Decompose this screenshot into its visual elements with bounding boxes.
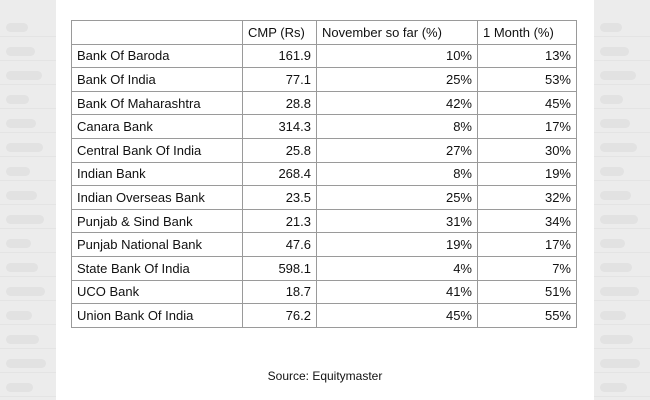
bank-name-cell: Indian Bank <box>71 161 243 187</box>
november-cell: 19% <box>316 232 478 257</box>
november-cell: 41% <box>316 279 478 305</box>
one-month-cell: 17% <box>477 114 577 139</box>
table-row: Punjab & Sind Bank 21.3 31% 34% <box>71 208 577 234</box>
table-row: Bank Of India 77.1 25% 53% <box>71 67 577 92</box>
bank-name-cell: Punjab & Sind Bank <box>71 208 243 234</box>
november-cell: 8% <box>316 161 478 187</box>
cmp-cell: 314.3 <box>242 114 317 139</box>
cmp-cell: 21.3 <box>242 208 317 234</box>
cmp-cell: 77.1 <box>242 67 317 92</box>
cmp-cell: 598.1 <box>242 255 317 281</box>
one-month-cell: 32% <box>477 185 577 210</box>
bank-name-cell: Bank Of India <box>71 67 243 92</box>
cmp-cell: 76.2 <box>242 303 317 328</box>
document-sheet: CMP (Rs) November so far (%) 1 Month (%)… <box>56 0 594 400</box>
one-month-cell: 55% <box>477 303 577 328</box>
bank-name-cell: Canara Bank <box>71 114 243 139</box>
table-row: Union Bank Of India 76.2 45% 55% <box>71 303 577 328</box>
cmp-cell: 18.7 <box>242 279 317 305</box>
cmp-cell: 28.8 <box>242 90 317 116</box>
cmp-cell: 47.6 <box>242 232 317 257</box>
november-cell: 27% <box>316 137 478 163</box>
november-cell: 4% <box>316 255 478 281</box>
table-row: Canara Bank 314.3 8% 17% <box>71 114 577 139</box>
table-row: Indian Overseas Bank 23.5 25% 32% <box>71 185 577 210</box>
cmp-cell: 268.4 <box>242 161 317 187</box>
table-row: Indian Bank 268.4 8% 19% <box>71 161 577 187</box>
bank-name-cell: State Bank Of India <box>71 255 243 281</box>
one-month-cell: 7% <box>477 255 577 281</box>
source-caption: Source: Equitymaster <box>267 369 383 383</box>
header-one-month: 1 Month (%) <box>477 20 577 45</box>
cmp-cell: 161.9 <box>242 43 317 69</box>
one-month-cell: 34% <box>477 208 577 234</box>
bank-name-cell: Union Bank Of India <box>71 303 243 328</box>
one-month-cell: 45% <box>477 90 577 116</box>
one-month-cell: 53% <box>477 67 577 92</box>
bank-name-cell: Bank Of Baroda <box>71 43 243 69</box>
header-cmp: CMP (Rs) <box>242 20 317 45</box>
november-cell: 25% <box>316 67 478 92</box>
bank-name-cell: Indian Overseas Bank <box>71 185 243 210</box>
cmp-cell: 23.5 <box>242 185 317 210</box>
november-cell: 25% <box>316 185 478 210</box>
bank-name-cell: Bank Of Maharashtra <box>71 90 243 116</box>
one-month-cell: 13% <box>477 43 577 69</box>
one-month-cell: 51% <box>477 279 577 305</box>
header-bank-name <box>71 20 243 45</box>
table-row: Bank Of Maharashtra 28.8 42% 45% <box>71 90 577 116</box>
table-row: State Bank Of India 598.1 4% 7% <box>71 255 577 281</box>
one-month-cell: 17% <box>477 232 577 257</box>
table-row: Bank Of Baroda 161.9 10% 13% <box>71 43 577 69</box>
blurred-left-margin <box>0 0 56 400</box>
header-november: November so far (%) <box>316 20 478 45</box>
bank-name-cell: Central Bank Of India <box>71 137 243 163</box>
bank-name-cell: UCO Bank <box>71 279 243 305</box>
bank-returns-table: CMP (Rs) November so far (%) 1 Month (%)… <box>71 20 577 328</box>
table-row: Punjab National Bank 47.6 19% 17% <box>71 232 577 257</box>
table-header-row: CMP (Rs) November so far (%) 1 Month (%) <box>71 20 577 45</box>
november-cell: 10% <box>316 43 478 69</box>
table-row: Central Bank Of India 25.8 27% 30% <box>71 137 577 163</box>
cmp-cell: 25.8 <box>242 137 317 163</box>
november-cell: 8% <box>316 114 478 139</box>
november-cell: 45% <box>316 303 478 328</box>
one-month-cell: 30% <box>477 137 577 163</box>
bank-name-cell: Punjab National Bank <box>71 232 243 257</box>
november-cell: 31% <box>316 208 478 234</box>
blurred-right-margin <box>594 0 650 400</box>
one-month-cell: 19% <box>477 161 577 187</box>
table-row: UCO Bank 18.7 41% 51% <box>71 279 577 305</box>
november-cell: 42% <box>316 90 478 116</box>
